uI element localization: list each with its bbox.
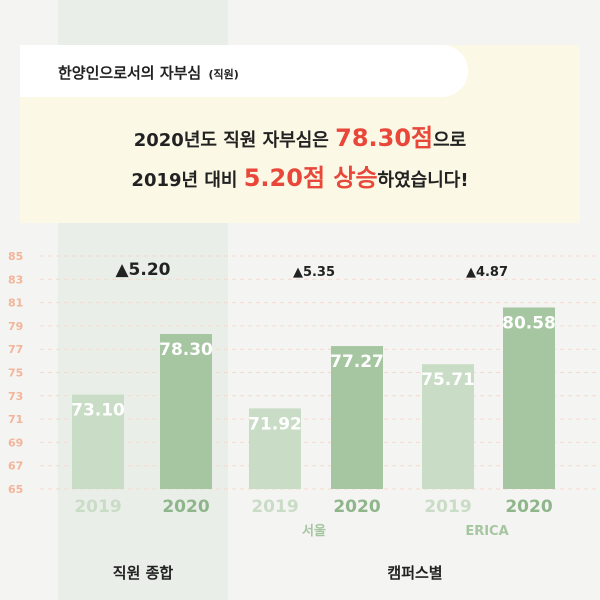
headline-1-highlight: 78.30점 (335, 124, 434, 152)
bar (72, 394, 124, 489)
title-main: 한양인으로서의 자부심 (58, 64, 202, 82)
bar-chart: 65 67 69 71 73 75 77 79 81 83 85 73.10 2019 78.30 2020… (8, 250, 600, 539)
bar-value-label: 78.30 (159, 340, 213, 360)
y-tick-label: 81 (8, 297, 23, 310)
bar (503, 307, 555, 489)
title-bar (20, 45, 468, 97)
headline-2-post: 하였습니다! (377, 170, 469, 191)
y-tick-label: 79 (8, 320, 23, 333)
bar-value-label: 73.10 (71, 401, 125, 421)
bar-value-label: 80.58 (502, 313, 556, 333)
bar-value-label: 71.92 (248, 414, 302, 434)
bar-value-label: 75.71 (421, 370, 475, 390)
headline-line-2: 2019년 대비 5.20점 상승하였습니다! (20, 158, 580, 193)
y-tick-label: 73 (8, 390, 23, 403)
bar (331, 346, 383, 489)
change-annotation: ▲4.87 (466, 265, 508, 280)
x-tick-label: 2020 (505, 497, 552, 517)
change-annotation: ▲5.35 (293, 265, 335, 280)
bar-value-label: 77.27 (330, 352, 384, 372)
y-tick-label: 83 (8, 273, 23, 286)
headline-1-pre: 2020년도 직원 자부심은 (133, 130, 336, 151)
x-tick-label: 2019 (424, 497, 471, 517)
y-tick-label: 85 (8, 250, 23, 263)
title-sub: (직원) (208, 68, 239, 81)
group-label-campus: 캠퍼스별 (387, 564, 443, 582)
change-annotation: ▲5.20 (115, 260, 170, 280)
x-tick-label: 2020 (333, 497, 380, 517)
bar (249, 408, 301, 489)
y-tick-label: 77 (8, 343, 23, 356)
y-tick-label: 71 (8, 413, 23, 426)
group-label-overall: 직원 종합 (112, 564, 174, 582)
subgroup-label: 서울 (302, 523, 326, 539)
y-tick-label: 75 (8, 367, 23, 380)
bar (160, 334, 212, 489)
headline-2-highlight: 5.20점 상승 (243, 164, 378, 192)
y-tick-label: 65 (8, 483, 23, 496)
x-tick-label: 2020 (162, 497, 209, 517)
page-title: 한양인으로서의 자부심 (직원) (58, 62, 239, 83)
headline-line-1: 2020년도 직원 자부심은 78.30점으로 (20, 118, 580, 153)
headline-2-pre: 2019년 대비 (131, 170, 244, 191)
x-tick-label: 2019 (251, 497, 298, 517)
headline-1-post: 으로 (433, 130, 467, 151)
y-tick-label: 69 (8, 436, 23, 449)
bar (422, 364, 474, 489)
y-tick-label: 67 (8, 460, 23, 473)
subgroup-label: ERICA (465, 524, 508, 539)
x-tick-label: 2019 (74, 497, 121, 517)
